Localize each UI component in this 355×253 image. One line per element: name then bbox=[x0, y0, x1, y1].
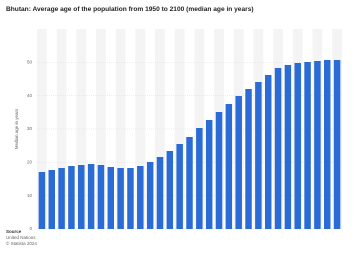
y-tick-label: 30 bbox=[27, 126, 33, 131]
source: United Nations bbox=[6, 235, 36, 240]
bar bbox=[58, 168, 65, 229]
bar bbox=[333, 60, 341, 229]
bar bbox=[205, 120, 213, 229]
bar bbox=[176, 144, 183, 229]
bar bbox=[304, 62, 311, 229]
bar bbox=[323, 60, 331, 229]
bar bbox=[215, 112, 223, 229]
bar bbox=[166, 151, 174, 229]
bar bbox=[127, 168, 134, 229]
bar bbox=[255, 82, 262, 229]
bar bbox=[284, 65, 292, 229]
bar bbox=[107, 167, 115, 229]
bar bbox=[264, 75, 272, 229]
bar bbox=[235, 96, 242, 229]
y-tick-label: 10 bbox=[27, 193, 33, 198]
bar bbox=[48, 170, 56, 229]
bar bbox=[196, 128, 203, 229]
chart-title: Bhutan: Average age of the population fr… bbox=[6, 6, 254, 13]
y-tick-label: 0 bbox=[29, 226, 32, 231]
bar bbox=[117, 168, 124, 229]
stripe bbox=[135, 29, 146, 229]
y-axis-title: Median age in years bbox=[14, 108, 19, 149]
bar bbox=[225, 104, 233, 229]
bar bbox=[294, 63, 301, 229]
stripe bbox=[96, 29, 106, 229]
y-tick-label: 40 bbox=[27, 93, 33, 98]
copyright: © Statista 2024 bbox=[6, 240, 37, 246]
bar bbox=[156, 157, 164, 229]
y-tick-label: 20 bbox=[27, 160, 33, 165]
bar bbox=[68, 166, 75, 229]
bar bbox=[186, 137, 193, 229]
bar bbox=[245, 89, 252, 229]
bar bbox=[87, 164, 95, 229]
bar bbox=[314, 61, 321, 229]
bar bbox=[137, 166, 144, 229]
bar bbox=[97, 165, 105, 229]
y-tick-label: 50 bbox=[27, 60, 33, 65]
bar bbox=[274, 68, 282, 229]
bar bbox=[38, 172, 46, 229]
bar bbox=[78, 165, 85, 229]
bar bbox=[146, 162, 154, 229]
source-label: Source bbox=[6, 229, 22, 234]
stripe bbox=[115, 29, 126, 229]
